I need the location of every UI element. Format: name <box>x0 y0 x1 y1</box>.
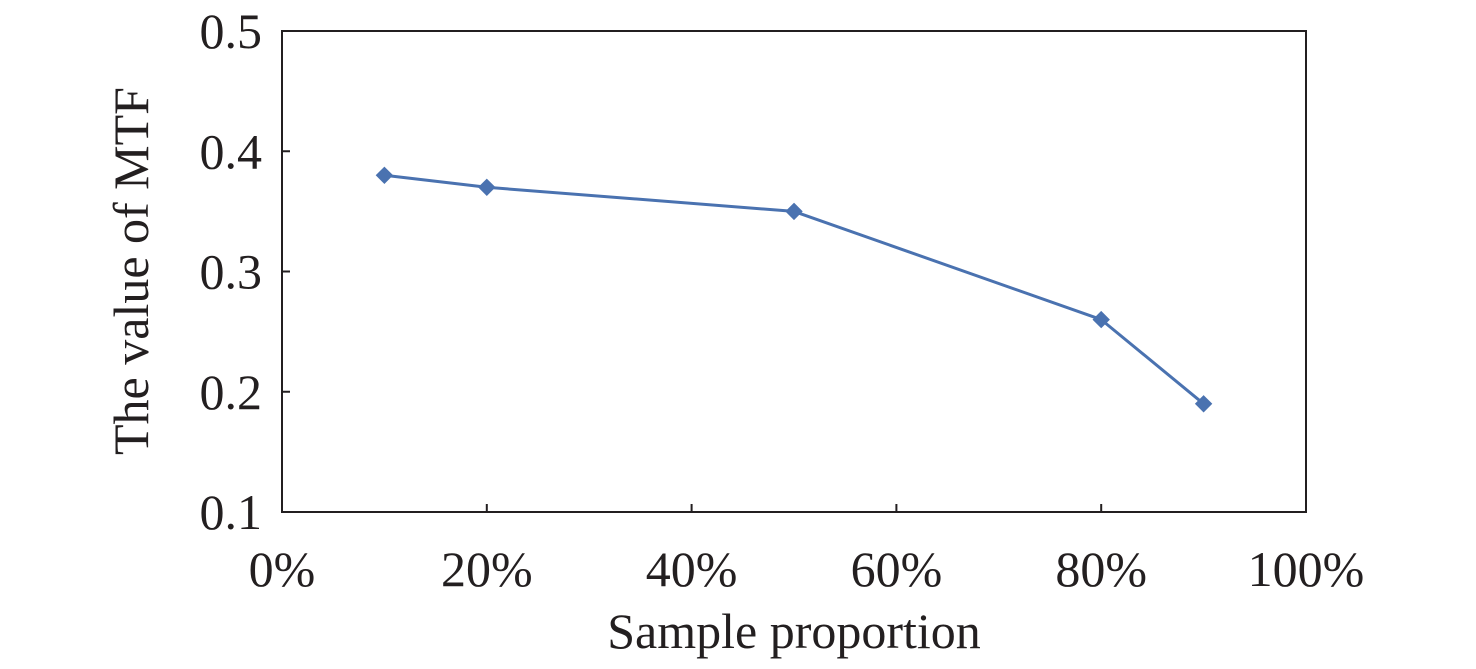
y-tick-label: 0.4 <box>200 123 263 179</box>
data-point-marker <box>1092 310 1110 329</box>
data-point-marker <box>478 178 496 197</box>
x-tick-label: 60% <box>851 541 943 597</box>
x-tick-label: 0% <box>249 541 316 597</box>
x-tick-label: 20% <box>441 541 533 597</box>
x-tick-label: 100% <box>1248 541 1365 597</box>
data-point-marker <box>375 166 394 185</box>
x-tick-label: 80% <box>1055 541 1147 597</box>
y-tick-label: 0.3 <box>200 244 263 300</box>
series-layer <box>375 166 1213 413</box>
y-tick-label: 0.5 <box>200 3 263 59</box>
y-axis-ticks: 0.1 0.2 0.3 0.4 0.5 <box>200 3 290 540</box>
x-axis-title: Sample proportion <box>607 603 981 659</box>
data-point-marker <box>785 202 803 221</box>
y-axis-title: The value of MTF <box>103 87 159 455</box>
y-tick-label: 0.1 <box>200 484 263 540</box>
y-tick-label: 0.2 <box>200 364 263 420</box>
x-tick-label: 40% <box>646 541 738 597</box>
plot-area-frame <box>281 30 1307 513</box>
data-point-marker <box>1194 395 1213 413</box>
x-axis-ticks: 0% 20% 40% 60% 80% 100% <box>249 504 1365 597</box>
